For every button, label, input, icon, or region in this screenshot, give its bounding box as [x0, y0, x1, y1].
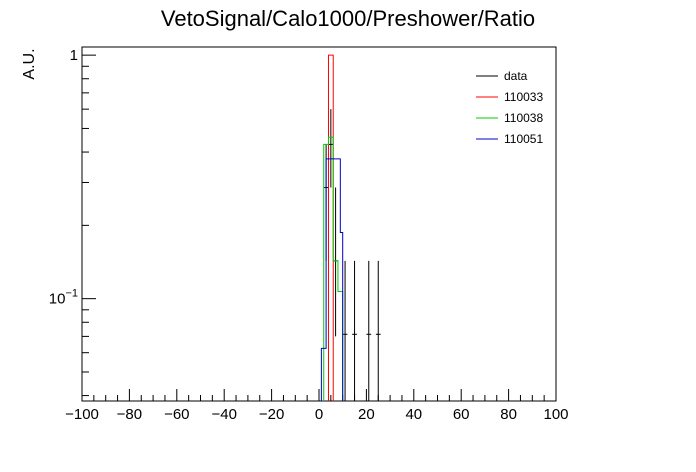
x-tick-label: 60 — [453, 406, 470, 423]
x-tick-label: 0 — [315, 406, 323, 423]
legend-item-110051: 110051 — [476, 132, 543, 146]
x-tick-label: −60 — [164, 406, 189, 423]
series-110051 — [320, 158, 344, 401]
x-tick-label: 100 — [543, 406, 568, 423]
x-tick-labels: −100 −80 −60 −40 −20 0 20 40 60 80 100 — [65, 406, 568, 423]
x-tick-label: 80 — [500, 406, 517, 423]
x-tick-label: 20 — [358, 406, 375, 423]
x-tick-label: −40 — [211, 406, 236, 423]
x-tick-label: −80 — [117, 406, 142, 423]
series-step-line — [323, 136, 344, 401]
series-110038 — [323, 136, 344, 401]
series-layer — [320, 54, 381, 401]
y-tick-label: 10−1 — [49, 288, 78, 308]
legend: data 110033 110038 110051 — [476, 69, 543, 146]
y-tick-labels: 1 10−1 — [49, 47, 78, 308]
legend-item-110038: 110038 — [476, 111, 543, 125]
axis-ticks — [81, 54, 557, 401]
legend-label: 110051 — [504, 132, 543, 146]
y-axis-label: A.U. — [21, 48, 38, 79]
y-tick-label: 1 — [70, 47, 78, 64]
legend-item-data: data — [476, 69, 528, 83]
chart-title: VetoSignal/Calo1000/Preshower/Ratio — [161, 6, 535, 31]
legend-item-110033: 110033 — [476, 90, 543, 104]
x-tick-label: −20 — [259, 406, 284, 423]
legend-label: data — [504, 69, 528, 83]
series-step-line — [320, 158, 344, 401]
x-tick-label: −100 — [65, 406, 99, 423]
legend-label: 110038 — [504, 111, 543, 125]
legend-label: 110033 — [504, 90, 543, 104]
x-tick-label: 40 — [405, 406, 422, 423]
